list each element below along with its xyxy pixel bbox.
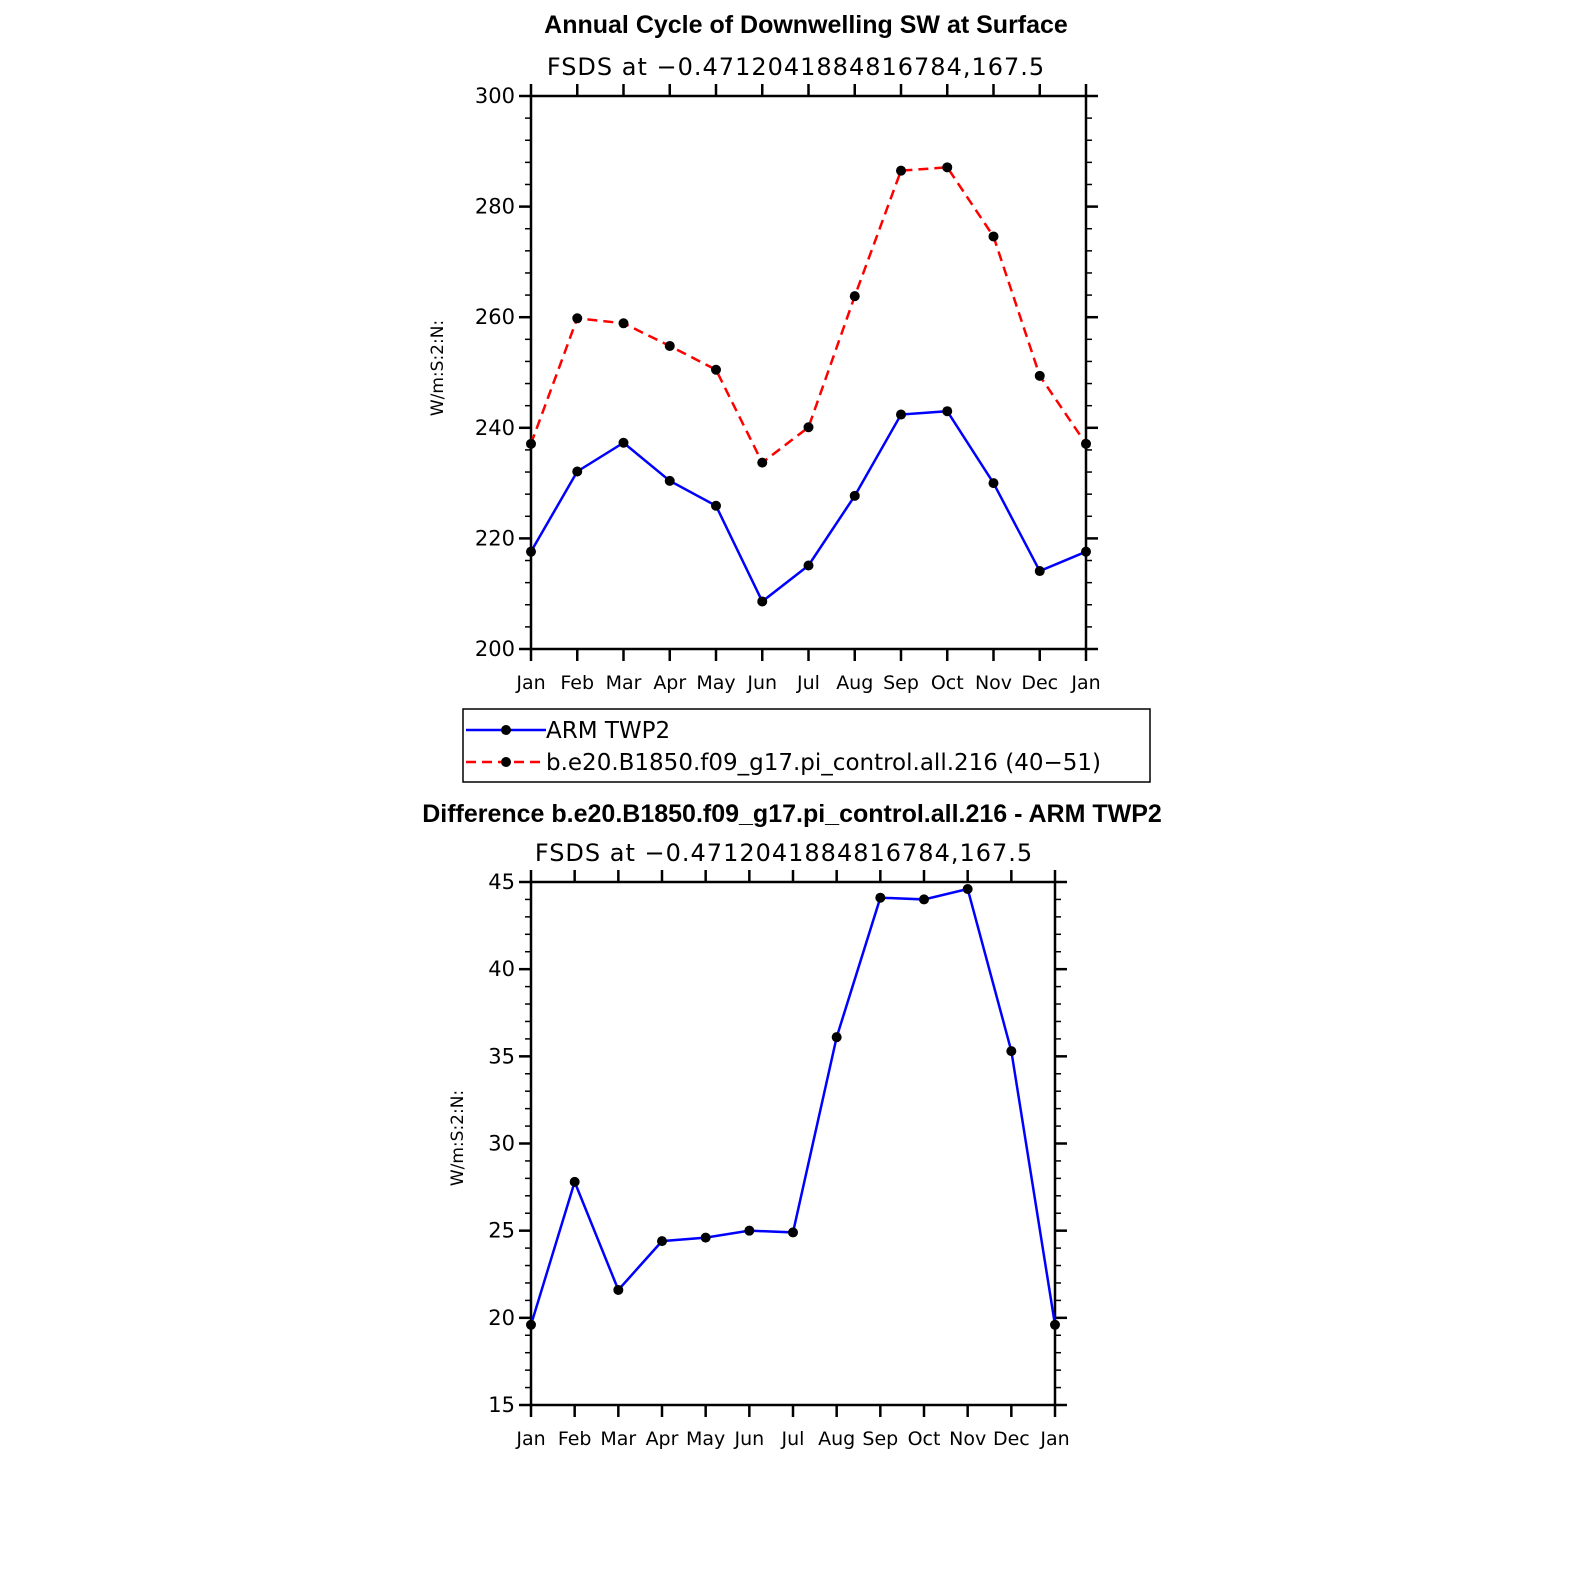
chart1-xtick-label: Feb — [560, 672, 594, 694]
chart2-xtick-label: Aug — [818, 1428, 855, 1450]
chart2-series-0-point — [962, 883, 973, 894]
chart2-xtick-label: Jun — [733, 1428, 764, 1450]
chart1-title: Annual Cycle of Downwelling SW at Surfac… — [544, 11, 1068, 39]
chart1-series-0-point — [526, 546, 536, 557]
chart1-series-1-point — [942, 162, 953, 173]
chart2-ytick-label: 15 — [488, 1393, 515, 1417]
chart1-series-0-point — [572, 466, 583, 477]
chart2-ytick-label: 45 — [488, 870, 515, 894]
chart2-xtick-label: Nov — [949, 1428, 986, 1450]
chart1-subtitle: FSDS at −0.4712041884816784,167.5 — [547, 53, 1045, 81]
chart2-series-0-point — [569, 1176, 580, 1187]
chart1-legend: ARM TWP2 b.e20.B1850.f09_g17.pi_control.… — [462, 708, 1151, 783]
chart2-ytick-label: 30 — [488, 1132, 515, 1156]
chart2-series-0-point — [875, 892, 886, 903]
chart2-xtick-label: Dec — [993, 1428, 1030, 1450]
chart1-xtick-label: May — [696, 672, 735, 694]
chart1-series-0-point — [942, 406, 953, 417]
chart2-series-0-point — [1050, 1319, 1060, 1330]
chart1-series-0-point — [896, 409, 906, 420]
chart1-series-1-point — [1081, 438, 1091, 449]
chart1-series-0-point — [1034, 566, 1045, 577]
chart1-xtick-label: Jan — [515, 672, 545, 694]
chart1-xtick-label: Oct — [931, 672, 964, 694]
chart1-xtick-label: Apr — [653, 672, 686, 694]
chart1-series-0-point — [711, 500, 721, 511]
chart1-series-1-point — [618, 318, 629, 329]
chart1-xtick-label: Nov — [975, 672, 1012, 694]
chart1-ylabel: W/m:S:2:N: — [428, 320, 448, 416]
chart2-xtick-label: Feb — [558, 1428, 592, 1450]
chart1-xtick-label: Aug — [836, 672, 873, 694]
chart1-series-line-1 — [529, 166, 1088, 465]
chart1-series-line-0 — [529, 409, 1087, 604]
legend-marker-arm — [501, 725, 511, 735]
chart1-series-1-point — [896, 165, 906, 176]
chart1-series-1-point — [1034, 370, 1045, 381]
chart2-series-0-point — [788, 1227, 798, 1238]
chart1-ytick-label: 200 — [475, 637, 515, 661]
chart1-xtick-label: Dec — [1021, 672, 1058, 694]
chart1-xtick-label: Jan — [1070, 672, 1100, 694]
chart1-series-1-point — [572, 313, 583, 324]
chart1-series-1-point — [526, 438, 536, 449]
chart1-series-1-point — [664, 340, 675, 351]
chart2-xtick-label: Sep — [862, 1428, 898, 1450]
chart2-xtick-label: Apr — [646, 1428, 679, 1450]
chart2-series-0-point — [744, 1225, 755, 1236]
chart1-series-0-point — [757, 596, 768, 607]
chart2-series-0-point — [526, 1319, 536, 1330]
chart1-series-0-point — [618, 437, 629, 448]
legend-box — [462, 708, 1151, 783]
chart2-frame — [529, 880, 1057, 1407]
chart2-ylabel: W/m:S:2:N: — [448, 1090, 468, 1186]
chart1-ytick-label: 240 — [475, 416, 515, 440]
chart1-ytick-label: 300 — [475, 84, 515, 108]
chart1-series-1-point — [757, 457, 768, 468]
chart1-series-1-point — [711, 364, 721, 375]
chart2-xtick-label: Jan — [1039, 1428, 1069, 1450]
chart2-ytick-label: 35 — [488, 1044, 515, 1068]
chart1-xtick-label: Mar — [606, 672, 642, 694]
chart1-series-1-point — [803, 422, 814, 433]
chart2-subtitle: FSDS at −0.4712041884816784,167.5 — [535, 839, 1033, 867]
chart2-xtick-label: Jul — [781, 1428, 805, 1450]
chart1-series-0-point — [1081, 546, 1091, 557]
chart2-series-0-point — [657, 1236, 667, 1247]
legend-label-arm: ARM TWP2 — [546, 718, 670, 744]
chart2-xtick-label: Mar — [600, 1428, 636, 1450]
legend-marker-model — [501, 757, 511, 767]
chart1-ytick-label: 280 — [475, 195, 515, 219]
chart1-series-0-point — [849, 490, 860, 501]
chart2-title: Difference b.e20.B1850.f09_g17.pi_contro… — [422, 800, 1162, 828]
chart1-xtick-label: Jun — [746, 672, 777, 694]
chart2-plot: 15 20 25 30 35 40 45 Jan Feb Mar Apr May Jun Jul Aug Se… — [488, 870, 1070, 1450]
chart1-plot: 200 220 240 260 280 300 Jan Feb Mar Apr May Jun Jul A… — [475, 84, 1101, 694]
chart2-xtick-label: May — [686, 1428, 725, 1450]
chart2-xtick-label: Jan — [515, 1428, 545, 1450]
chart1-series-0-point — [664, 475, 675, 486]
chart2-xtick-label: Oct — [908, 1428, 941, 1450]
chart2-series-0-point — [919, 894, 929, 905]
chart2-series-0-point — [613, 1284, 624, 1295]
chart1-series-1-point — [849, 291, 860, 302]
chart1-ytick-label: 260 — [475, 305, 515, 329]
chart1-series-0-point — [988, 478, 999, 489]
chart2-ytick-label: 25 — [488, 1219, 515, 1243]
chart2-ytick-label: 40 — [488, 957, 515, 981]
chart2-series-0-point — [1006, 1046, 1017, 1057]
chart1-xtick-label: Sep — [883, 672, 919, 694]
chart2-series-0-point — [700, 1232, 711, 1243]
chart1-series-1-point — [988, 231, 999, 242]
chart1-ytick-label: 220 — [475, 526, 515, 550]
chart2-ytick-label: 20 — [488, 1306, 515, 1330]
chart1-xtick-label: Jul — [796, 672, 820, 694]
chart2-series-0-point — [831, 1032, 842, 1043]
chart2-series-line-0 — [529, 887, 1057, 1326]
legend-label-model: b.e20.B1850.f09_g17.pi_control.all.216 (… — [546, 750, 1101, 776]
chart1-series-0-point — [803, 560, 814, 571]
